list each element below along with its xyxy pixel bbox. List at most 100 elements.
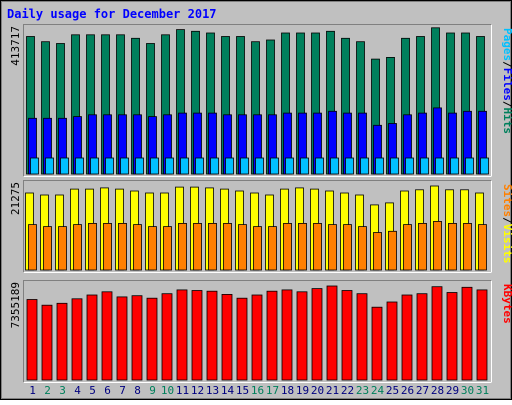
bar-kbytes-day-10 [161,293,173,381]
hits-files-pages-panel: 413717 [9,24,492,177]
bar-pages-day-26 [405,157,414,175]
series-hits [26,27,485,175]
bar-pages-day-21 [330,157,339,175]
series-pages [30,157,489,175]
bar-pages-day-1 [30,157,39,175]
bar-kbytes-day-6 [101,291,113,381]
hits-files-pages-legend: Pages/Files/Hits [501,28,512,134]
bar-kbytes-day-28 [431,286,443,381]
bar-kbytes-day-8 [131,295,143,381]
bar-kbytes-day-22 [341,290,353,381]
day-label-16: 16 [251,384,264,397]
bar-sites-day-27 [418,222,427,271]
bar-kbytes-day-3 [56,302,68,381]
legend-pages: Pages [501,28,512,61]
bar-sites-day-22 [343,224,352,271]
bar-kbytes-day-15 [236,297,248,381]
day-label-1: 1 [29,384,36,397]
bar-kbytes-day-30 [461,286,473,381]
legend-files: Files [501,68,512,101]
bar-sites-day-1 [28,224,37,271]
day-label-10: 10 [161,384,174,397]
bar-kbytes-day-13 [206,290,218,381]
bar-kbytes-day-26 [401,294,413,381]
bar-kbytes-day-29 [446,292,458,381]
bar-pages-day-24 [375,157,384,175]
bar-pages-day-2 [45,157,54,175]
day-label-22: 22 [341,384,354,397]
legend-visits: Visits [501,224,512,264]
day-label-23: 23 [356,384,369,397]
kbytes-panel: 7355189 [9,280,492,383]
bar-pages-day-5 [90,157,99,175]
day-label-14: 14 [221,384,235,397]
chart-panels: 413717 21275 7355189 [9,24,492,383]
legend-hits: Hits [501,108,512,135]
day-label-21: 21 [326,384,339,397]
bar-sites-day-25 [388,230,397,271]
day-label-30: 30 [461,384,474,397]
visits-sites-max-label: 21275 [9,182,22,215]
day-label-8: 8 [134,384,141,397]
bar-sites-day-20 [313,222,322,271]
series-kbytes [26,285,488,381]
bar-pages-day-9 [150,157,159,175]
day-label-7: 7 [119,384,126,397]
day-label-27: 27 [416,384,429,397]
bar-pages-day-27 [420,157,429,175]
bar-kbytes-day-20 [311,288,323,381]
day-axis-labels: 1 2 3 4 5 6 7 8 9 10 11 12 13 14 15 16 17 18 19 20 21 22 23 24 2… [29,384,489,397]
bar-sites-day-10 [163,226,172,271]
day-label-12: 12 [191,384,204,397]
day-label-13: 13 [206,384,219,397]
legend-separator: / [501,61,512,68]
bar-kbytes-day-23 [356,293,368,381]
bar-sites-day-30 [463,222,472,271]
bar-pages-day-7 [120,157,129,175]
day-label-20: 20 [311,384,324,397]
inner-border [1,1,511,399]
bar-sites-day-15 [238,224,247,271]
bar-kbytes-day-27 [416,293,428,381]
day-label-5: 5 [89,384,96,397]
bar-pages-day-4 [75,157,84,175]
bar-pages-day-18 [285,157,294,175]
bar-kbytes-day-2 [41,304,53,381]
bar-sites-day-6 [103,222,112,271]
bar-pages-day-22 [345,157,354,175]
bar-pages-day-3 [60,157,69,175]
bar-sites-day-18 [283,222,292,271]
bar-sites-day-16 [253,226,262,271]
bar-pages-day-10 [165,157,174,175]
visits-sites-panel: 21275 [9,180,492,273]
bar-pages-day-28 [435,157,444,175]
bar-pages-day-25 [390,157,399,175]
day-label-15: 15 [236,384,249,397]
kbytes-legend: KBytes [501,284,512,324]
kbytes-max-label: 7355189 [9,282,22,328]
bar-kbytes-day-9 [146,297,158,381]
day-label-2: 2 [44,384,51,397]
day-label-18: 18 [281,384,294,397]
legend-kbytes: KBytes [501,284,512,324]
day-label-3: 3 [59,384,66,397]
bar-sites-day-14 [223,222,232,271]
bar-kbytes-day-21 [326,285,338,381]
legend-separator: / [501,101,512,108]
bar-pages-day-11 [180,157,189,175]
bar-sites-day-12 [193,222,202,271]
bar-sites-day-24 [373,232,382,271]
bar-pages-day-12 [195,157,204,175]
day-label-29: 29 [446,384,459,397]
bar-kbytes-day-5 [86,294,98,381]
bar-pages-day-13 [210,157,219,175]
bar-sites-day-13 [208,222,217,271]
day-label-11: 11 [176,384,189,397]
bar-kbytes-day-14 [221,293,233,381]
bar-sites-day-9 [148,226,157,271]
bar-pages-day-15 [240,157,249,175]
chart-title: Daily usage for December 2017 [7,7,217,21]
day-label-26: 26 [401,384,414,397]
